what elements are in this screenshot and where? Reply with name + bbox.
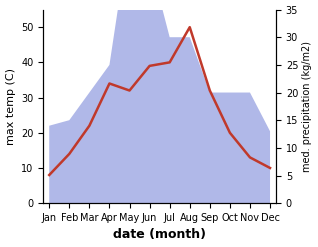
Y-axis label: max temp (C): max temp (C) (5, 68, 16, 145)
X-axis label: date (month): date (month) (113, 228, 206, 242)
Y-axis label: med. precipitation (kg/m2): med. precipitation (kg/m2) (302, 41, 313, 172)
